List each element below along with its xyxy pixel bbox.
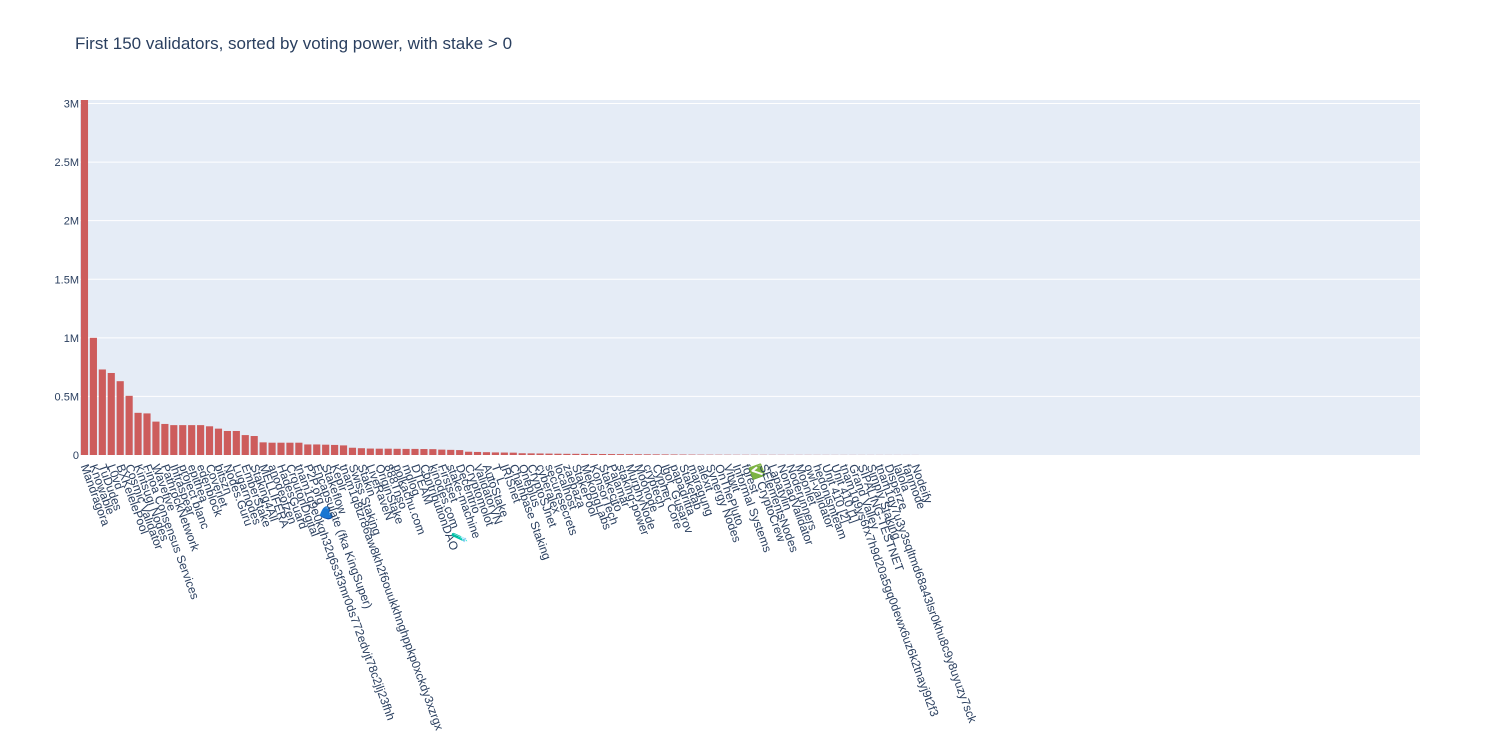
bar [366,448,374,455]
bar [357,448,365,455]
bar [143,413,151,455]
bar [447,449,455,455]
bar [670,454,678,455]
bar [554,453,562,455]
grid-lines [80,103,1420,397]
bar [411,448,419,455]
bar [590,453,598,455]
bar [250,436,258,455]
bar [438,449,446,455]
x-tick-label: T_L [489,462,509,487]
y-tick-label: 2M [64,216,79,228]
bar [331,444,339,455]
bar [197,425,205,455]
bar [429,449,437,455]
bar [188,425,196,455]
y-tick-label: 3M [64,99,79,111]
bar [473,451,482,455]
bar [339,445,348,455]
bar [179,425,187,455]
bar [625,454,633,455]
bar [170,425,178,455]
bar [616,454,625,455]
bar [107,372,115,455]
bar [286,442,294,455]
bar [482,452,491,455]
bar [527,453,535,455]
bar [465,451,473,455]
bars [80,100,919,455]
bar [634,454,642,455]
bar [491,452,499,455]
bar [134,412,142,455]
bar [545,453,553,455]
bar [652,454,660,455]
bar [509,452,517,455]
bar [223,430,231,455]
bar [205,426,214,455]
bar [607,454,616,455]
bar [116,381,124,455]
bar [232,430,240,455]
bar [518,453,526,455]
bar [277,442,285,455]
bar [322,444,330,455]
y-axis: 0 0.5M 1M 1.5M 2M 2.5M 3M [55,99,79,462]
bar [241,435,249,455]
bar [152,421,160,455]
y-tick-label: 0 [73,450,79,462]
bar [214,428,223,455]
y-tick-label: 2.5M [55,157,79,169]
bar [125,395,133,455]
bar [599,454,607,455]
bar [536,453,544,455]
chart-title: First 150 validators, sorted by voting p… [75,34,513,53]
bar [393,448,401,455]
bar [98,369,106,455]
bar [402,448,410,455]
bar [268,442,276,455]
y-tick-label: 1M [64,333,79,345]
bar [80,100,89,455]
bar [161,423,169,455]
bar [456,450,464,455]
bar [313,444,321,455]
bar [348,447,357,455]
bar [581,453,589,455]
bar [259,442,267,455]
bar [572,453,580,455]
y-tick-label: 0.5M [55,391,79,403]
bar [384,448,392,455]
bar [295,442,303,455]
bar [563,453,571,455]
x-axis: MandragoraKnowableTuDudesL0vdBXKelelePoo… [78,462,980,732]
plot-background [80,100,1420,455]
bar [643,454,651,455]
bar [375,448,383,455]
bar [304,444,312,455]
bar [420,449,428,455]
y-tick-label: 1.5M [55,274,79,286]
bar [89,337,97,455]
bar [500,452,508,455]
bar [661,454,669,455]
